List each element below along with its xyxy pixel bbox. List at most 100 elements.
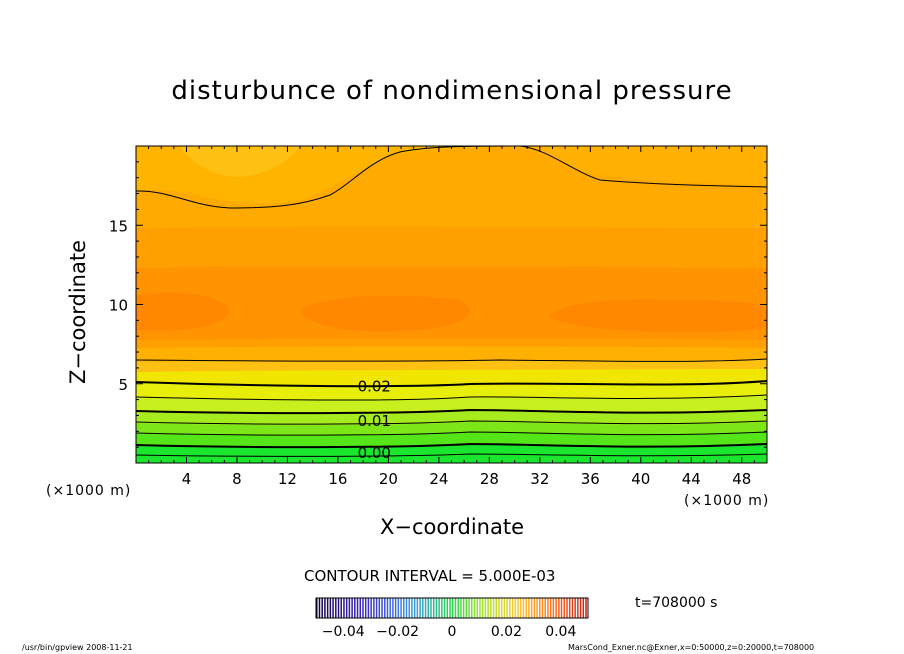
contour-label: 0.02 xyxy=(358,377,391,395)
colorbar-stripe xyxy=(370,598,372,618)
colorbar-stripe xyxy=(566,598,568,618)
colorbar-stripe xyxy=(403,598,405,618)
contour-label: 0.00 xyxy=(358,444,391,462)
colorbar-tick-label: −0.04 xyxy=(322,624,365,640)
colorbar-stripe xyxy=(394,598,397,618)
colorbar-stripe xyxy=(495,598,498,618)
footer-right: MarsCond_Exner.nc@Exner,x=0:50000,z=0:20… xyxy=(568,643,815,652)
colorbar-stripe xyxy=(471,598,473,618)
colorbar-stripe xyxy=(473,598,476,618)
colorbar-stripe xyxy=(476,598,478,618)
contour-fill xyxy=(136,146,767,463)
colorbar-stripe xyxy=(413,598,416,618)
colorbar-stripe xyxy=(533,598,536,618)
colorbar-tick-label: 0.04 xyxy=(545,624,576,640)
colorbar-tick-label: 0.02 xyxy=(491,624,522,640)
y-tick-label: 15 xyxy=(109,217,128,235)
x-tick-label: 44 xyxy=(682,470,701,488)
colorbar-stripe xyxy=(326,598,329,618)
colorbar-stripe xyxy=(539,598,541,618)
colorbar-stripe xyxy=(500,598,503,618)
x-tick-label: 20 xyxy=(379,470,398,488)
x-tick-label: 48 xyxy=(732,470,751,488)
colorbar-stripe xyxy=(541,598,544,618)
colorbar-stripe xyxy=(452,598,454,618)
colorbar-stripe xyxy=(558,598,560,618)
colorbar-stripe xyxy=(419,598,421,618)
colorbar-stripe xyxy=(522,598,525,618)
colorbar-stripe xyxy=(511,598,514,618)
colorbar-stripe xyxy=(547,598,549,618)
colorbar-stripe xyxy=(560,598,563,618)
colorbar-stripe xyxy=(345,598,348,618)
colorbar-stripe xyxy=(509,598,511,618)
colorbar-stripe xyxy=(386,598,389,618)
time-label: t=708000 s xyxy=(635,595,718,611)
colorbar-stripe xyxy=(487,598,489,618)
colorbar-stripe xyxy=(438,598,440,618)
x-tick-label: 24 xyxy=(429,470,448,488)
colorbar-stripe xyxy=(446,598,449,618)
y-tick-label: 5 xyxy=(118,376,128,394)
x-tick-label: 12 xyxy=(278,470,297,488)
colorbar-stripe xyxy=(427,598,430,618)
colorbar-stripe xyxy=(354,598,356,618)
colorbar-stripe xyxy=(324,598,326,618)
colorbar-stripe xyxy=(460,598,462,618)
colorbar-stripe xyxy=(568,598,571,618)
colorbar-stripe xyxy=(441,598,443,618)
colorbar-stripe xyxy=(457,598,459,618)
colorbar-stripe xyxy=(340,598,342,618)
x-tick-label: 4 xyxy=(182,470,192,488)
contour-lines xyxy=(136,146,767,457)
footer-left: /usr/bin/gpview 2008-11-21 xyxy=(22,643,133,652)
colorbar-stripe xyxy=(337,598,340,618)
contour-labels: 0.02 0.01 0.00 xyxy=(358,377,391,462)
colorbar-stripe xyxy=(525,598,527,618)
x-axis: 4 8 12 16 20 24 28 32 36 40 44 48 xyxy=(148,146,755,488)
colorbar-stripe xyxy=(443,598,446,618)
x-tick-label: 16 xyxy=(328,470,347,488)
colorbar-stripe xyxy=(432,598,435,618)
colorbar-stripe xyxy=(579,598,582,618)
x-unit-right: (×1000 m) xyxy=(684,493,770,509)
colorbar-stripe xyxy=(462,598,465,618)
colorbar-stripe xyxy=(435,598,438,618)
colorbar-stripe xyxy=(454,598,457,618)
y-tick-label: 10 xyxy=(109,297,128,315)
colorbar-stripe xyxy=(389,598,391,618)
colorbar-stripe xyxy=(574,598,576,618)
colorbar-stripe xyxy=(348,598,351,618)
colorbar-stripe xyxy=(400,598,402,618)
x-tick-label: 8 xyxy=(232,470,242,488)
colorbar-frame xyxy=(315,597,589,619)
colorbar-stripe xyxy=(481,598,484,618)
colorbar-stripe xyxy=(577,598,579,618)
colorbar-stripe xyxy=(364,598,367,618)
colorbar-stripe xyxy=(332,598,334,618)
x-axis-label: X−coordinate xyxy=(380,515,524,539)
colorbar-stripe xyxy=(517,598,519,618)
colorbar-stripe xyxy=(549,598,552,618)
colorbar-tick-label: −0.02 xyxy=(376,624,419,640)
x-tick-label: 40 xyxy=(631,470,650,488)
colorbar-stripe xyxy=(411,598,413,618)
colorbar-stripe xyxy=(375,598,378,618)
colorbar-tick-label: 0 xyxy=(448,624,457,640)
colorbar-stripe xyxy=(468,598,470,618)
colorbar-stripe xyxy=(514,598,517,618)
colorbar-stripe xyxy=(392,598,394,618)
colorbar-stripe xyxy=(492,598,495,618)
colorbar-stripe xyxy=(359,598,362,618)
x-unit-left: (×1000 m) xyxy=(46,483,132,499)
colorbar-stripe xyxy=(503,598,506,618)
colorbar-stripe xyxy=(490,598,492,618)
colorbar-stripe xyxy=(381,598,383,618)
colorbar-stripe xyxy=(329,598,332,618)
colorbar-stripe xyxy=(384,598,386,618)
colorbar-stripe xyxy=(335,598,337,618)
colorbar-stripe xyxy=(362,598,364,618)
colorbar-stripe xyxy=(528,598,530,618)
colorbar-stripe xyxy=(555,598,557,618)
